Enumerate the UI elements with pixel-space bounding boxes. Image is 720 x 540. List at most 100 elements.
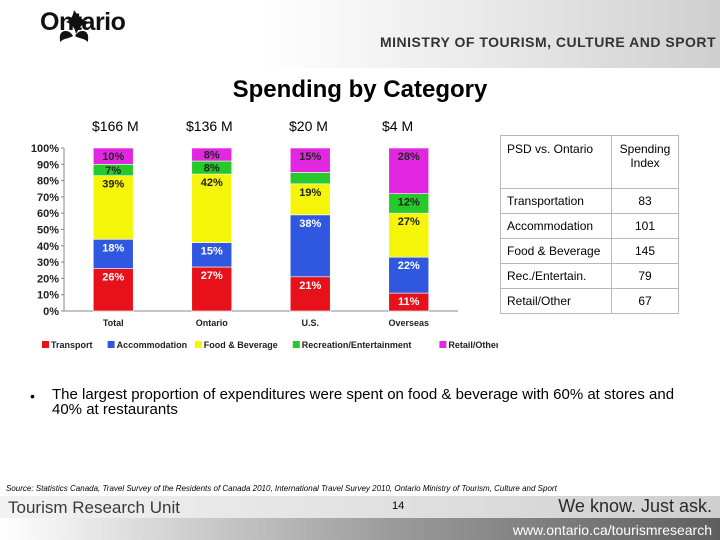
y-tick-label: 40% bbox=[37, 241, 59, 253]
bar-segment bbox=[388, 256, 430, 294]
bar-segment bbox=[289, 147, 331, 173]
legend-swatch bbox=[292, 341, 300, 348]
bar-segment bbox=[191, 242, 233, 268]
y-tick-label: 60% bbox=[37, 208, 59, 220]
data-label: 7% bbox=[105, 165, 121, 177]
data-label: 21% bbox=[299, 280, 321, 292]
stacked-bar-chart: 0% 10% 20% 30% 40% 50% 60% 70% 80% 90% 100% 26% 18% 3… bbox=[31, 143, 498, 350]
ontario-trillium-logo-icon bbox=[59, 10, 89, 42]
bar-segment bbox=[92, 268, 134, 312]
data-label: 15% bbox=[299, 151, 321, 163]
y-tick-label: 50% bbox=[37, 225, 59, 237]
legend-swatch bbox=[194, 341, 202, 348]
table-cell-category: Rec./Entertain. bbox=[500, 263, 612, 289]
table-row: Accommodation 101 bbox=[500, 213, 679, 239]
bar-segment bbox=[289, 172, 331, 185]
total-amount-us: $20 M bbox=[289, 118, 328, 134]
footer-top-band bbox=[0, 496, 720, 518]
bar-segment bbox=[92, 175, 134, 240]
data-label: 22% bbox=[398, 260, 420, 272]
table-cell-index: 79 bbox=[611, 263, 679, 289]
legend-swatch bbox=[42, 341, 49, 348]
y-tick-label: 30% bbox=[37, 257, 59, 269]
data-label: 39% bbox=[102, 179, 124, 191]
data-label: 12% bbox=[398, 197, 420, 209]
bar-segment bbox=[388, 147, 430, 194]
footer-url: www.ontario.ca/tourismresearch bbox=[512, 522, 712, 538]
bar-segment bbox=[191, 173, 233, 243]
ministry-name: MINISTRY OF TOURISM, CULTURE AND SPORT bbox=[380, 34, 717, 50]
total-amount-ontario: $136 M bbox=[186, 118, 233, 134]
y-tick-label: 0% bbox=[43, 306, 59, 318]
data-label: 38% bbox=[299, 218, 321, 230]
table-header-row: PSD vs. Ontario Spending Index bbox=[500, 135, 679, 189]
data-label: 11% bbox=[398, 296, 420, 308]
x-tick-label: Overseas bbox=[388, 318, 429, 328]
table-cell-category: Transportation bbox=[500, 188, 612, 214]
data-label: 42% bbox=[201, 177, 223, 189]
bar-segment bbox=[289, 183, 331, 216]
table-cell-index: 67 bbox=[611, 288, 679, 314]
x-tick-label: U.S. bbox=[301, 318, 319, 328]
bar-segment bbox=[289, 214, 331, 278]
table-cell-category: Retail/Other bbox=[500, 288, 612, 314]
bar-segment bbox=[388, 212, 430, 258]
bar-segment bbox=[92, 147, 134, 165]
logo-wordmark: Ontario bbox=[40, 8, 126, 36]
y-tick-label: 70% bbox=[37, 192, 59, 204]
data-label: 10% bbox=[102, 151, 124, 163]
legend-swatch bbox=[439, 341, 447, 348]
table-cell-category: Food & Beverage bbox=[500, 238, 612, 264]
data-label: 28% bbox=[398, 151, 420, 163]
data-label: 27% bbox=[201, 270, 223, 282]
data-label: 27% bbox=[398, 216, 420, 228]
table-cell-category: Accommodation bbox=[500, 213, 612, 239]
table-header-cell: PSD vs. Ontario bbox=[500, 135, 612, 189]
data-label: 15% bbox=[201, 246, 223, 258]
total-amount-overseas: $4 M bbox=[382, 118, 414, 134]
table-cell-index: 101 bbox=[611, 213, 679, 239]
legend-swatch bbox=[107, 341, 115, 348]
data-label: 18% bbox=[102, 242, 124, 254]
table-header-cell: Spending Index bbox=[611, 135, 679, 189]
table-row: Food & Beverage 145 bbox=[500, 238, 679, 264]
table-row: Rec./Entertain. 79 bbox=[500, 263, 679, 289]
legend-label: Food & Beverage bbox=[204, 340, 278, 350]
source-note: Source: Statistics Canada, Travel Survey… bbox=[6, 484, 557, 493]
header: Ontario MINISTRY OF TOURISM, CULTURE AND… bbox=[0, 0, 720, 68]
bar-segment bbox=[289, 276, 331, 312]
footer-unit-name: Tourism Research Unit bbox=[8, 498, 180, 517]
legend-label: Recreation/Entertainment bbox=[302, 340, 412, 350]
spending-index-table: PSD vs. Ontario Spending Index Transport… bbox=[500, 135, 679, 314]
footer: Tourism Research Unit 14 We know. Just a… bbox=[0, 496, 720, 540]
bullet-text: The largest proportion of expenditures w… bbox=[52, 386, 675, 418]
x-tick-label: Ontario bbox=[196, 318, 229, 328]
header-wash bbox=[260, 0, 720, 68]
data-label: 26% bbox=[102, 272, 124, 284]
y-tick-label: 20% bbox=[37, 273, 59, 285]
legend-label: Accommodation bbox=[117, 340, 188, 350]
footer-bottom-band bbox=[0, 518, 720, 540]
bullet-point-icon: • bbox=[30, 388, 35, 404]
legend-label: Retail/Other bbox=[448, 340, 498, 350]
y-tick-label: 100% bbox=[31, 143, 59, 155]
data-label: 19% bbox=[299, 187, 321, 199]
y-tick-label: 80% bbox=[37, 176, 59, 188]
page-title: Spending by Category bbox=[232, 76, 488, 103]
bar-segment bbox=[191, 266, 233, 312]
bar-segment bbox=[92, 238, 134, 269]
table-cell-index: 83 bbox=[611, 188, 679, 214]
page-number: 14 bbox=[392, 500, 405, 512]
y-tick-label: 10% bbox=[37, 290, 59, 302]
bar-segment bbox=[191, 147, 233, 162]
table-cell-index: 145 bbox=[611, 238, 679, 264]
total-amount-total: $166 M bbox=[92, 118, 139, 134]
data-label: 8% bbox=[204, 150, 220, 162]
data-label: 8% bbox=[204, 163, 220, 175]
legend-label: Transport bbox=[51, 340, 93, 350]
x-tick-label: Total bbox=[103, 318, 124, 328]
y-tick-label: 90% bbox=[37, 159, 59, 171]
footer-tagline: We know. Just ask. bbox=[558, 496, 712, 516]
table-row: Transportation 83 bbox=[500, 188, 679, 214]
table-row: Retail/Other 67 bbox=[500, 288, 679, 314]
